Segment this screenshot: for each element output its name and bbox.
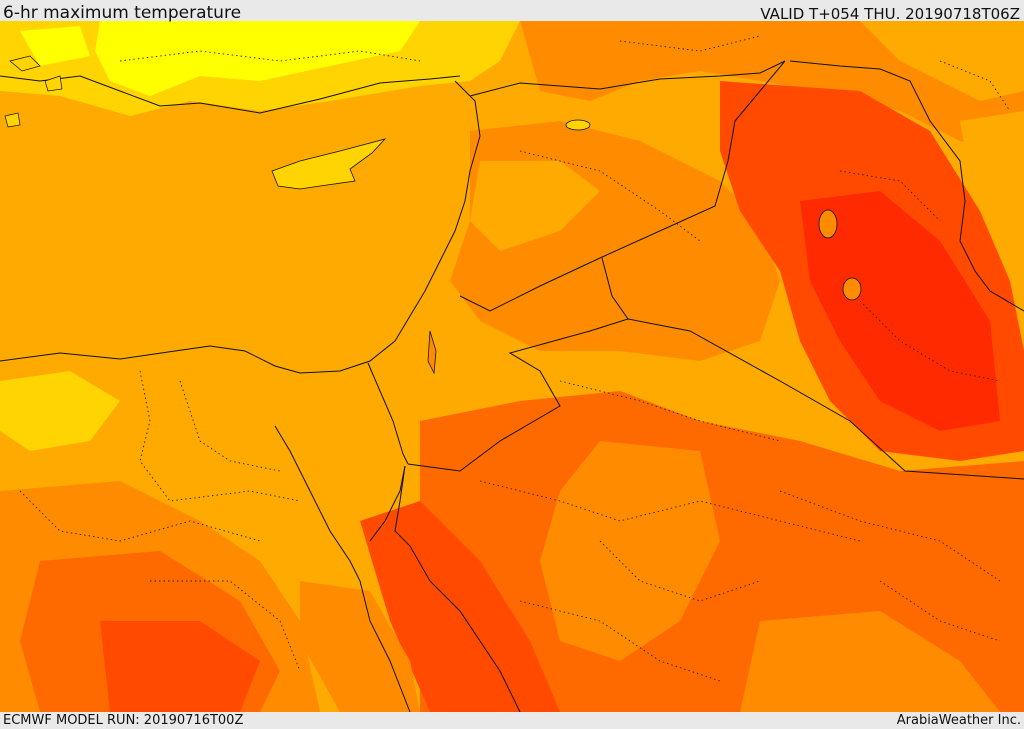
mediterranean-sea (0, 81, 470, 371)
temperature-map[interactable] (0, 21, 1024, 712)
map-title: 6-hr maximum temperature (3, 3, 242, 23)
lake-habbaniyah (842, 277, 862, 301)
red-sea-zone (360, 501, 560, 712)
header-bar: 6-hr maximum temperature VALID T+054 THU… (0, 0, 1024, 23)
footer-bar: ECMWF MODEL RUN: 20190716T00Z ArabiaWeat… (0, 712, 1024, 729)
red-sea-west-coast (274, 425, 411, 712)
model-run-label: ECMWF MODEL RUN: 20190716T00Z (3, 713, 244, 728)
border-syria-iraq (459, 60, 786, 312)
credit-label: ArabiaWeather Inc. (896, 713, 1021, 728)
coastline (0, 80, 481, 374)
border-egypt-israel (367, 362, 409, 465)
border-iraq-iran (789, 60, 1024, 312)
lake-assad (565, 119, 591, 131)
valid-time-label: VALID T+054 THU. 20190718T06Z (760, 5, 1020, 23)
border-jordan-iraq (407, 257, 629, 472)
lake-tharthar (818, 209, 838, 239)
border-saudi-iraq (627, 318, 1024, 480)
dead-sea (427, 330, 437, 375)
red-sea-east-coast (394, 465, 521, 712)
border-turkey-syria (469, 60, 786, 97)
cyprus-island (271, 138, 387, 190)
anatolia-hot-zone (95, 21, 420, 96)
